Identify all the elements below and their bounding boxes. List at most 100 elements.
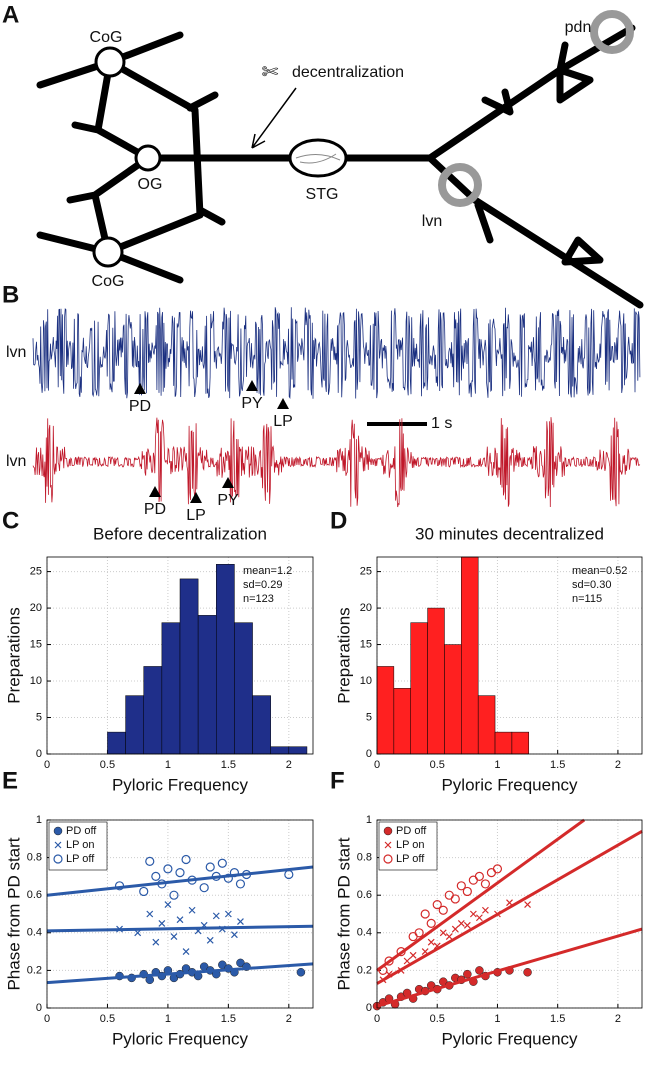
y-axis-label: Preparations [4, 607, 23, 703]
y-tick-label: 0.4 [27, 927, 42, 939]
legend-marker [53, 854, 63, 864]
burst-label: PY [241, 395, 263, 412]
point [480, 879, 491, 889]
point [492, 864, 503, 874]
legend-label: LP on [396, 839, 425, 851]
panel-label: C [2, 507, 19, 534]
panel-label: E [2, 767, 18, 794]
chart-title: 30 minutes decentralized [415, 524, 604, 543]
x-tick-label: 0 [374, 759, 380, 771]
burst-marker [277, 398, 289, 409]
point [206, 936, 214, 944]
point [182, 948, 190, 956]
point [199, 883, 209, 893]
point [524, 901, 531, 909]
point [176, 916, 184, 924]
cut-label: decentralization [292, 64, 404, 81]
y-tick-label: 0 [36, 1002, 42, 1014]
legend-label: LP on [66, 839, 95, 851]
bar [410, 622, 428, 755]
point [384, 956, 394, 966]
point [181, 854, 191, 865]
x-tick-label: 0 [44, 759, 50, 771]
y-tick-label: 25 [360, 565, 372, 577]
point [426, 918, 436, 929]
point [463, 969, 472, 979]
point [205, 862, 215, 872]
point [456, 881, 466, 891]
y-axis-label: Preparations [334, 607, 353, 703]
burst-label: PD [129, 398, 151, 415]
point [451, 925, 459, 933]
chart-title: Before decentralization [93, 524, 267, 543]
annotation: sd=0.30 [572, 579, 611, 591]
y-tick-label: 0.8 [27, 852, 42, 864]
burst-marker [222, 477, 234, 488]
bar [125, 695, 144, 755]
burst-marker [190, 492, 202, 503]
y-tick-label: 10 [360, 675, 372, 687]
point [403, 957, 411, 965]
y-tick-label: 0.6 [27, 889, 42, 901]
point [481, 906, 489, 914]
point [432, 899, 442, 910]
burst-marker [246, 380, 258, 391]
panel-label: A [2, 1, 19, 28]
legend-label: LP off [396, 853, 425, 865]
legend-marker [384, 841, 392, 849]
legend-marker [54, 841, 62, 849]
point [475, 966, 484, 975]
nerve-label: lvn [422, 213, 442, 230]
x-tick-label: 0.5 [100, 759, 115, 771]
point [170, 933, 178, 940]
point [463, 921, 471, 929]
burst-label: LP [186, 507, 206, 524]
point [146, 910, 154, 918]
x-tick-label: 1 [494, 759, 500, 771]
burst-marker [149, 486, 161, 497]
y-tick-label: 5 [36, 711, 42, 723]
y-tick-label: 15 [360, 638, 372, 650]
point [145, 856, 155, 866]
point [230, 931, 238, 939]
x-tick-label: 1 [165, 1013, 171, 1025]
ganglion-label: STG [306, 186, 339, 203]
bar [179, 578, 199, 755]
fit-line [376, 818, 586, 972]
panel-label: B [2, 281, 19, 308]
bar [393, 688, 411, 755]
point [414, 928, 424, 938]
x-tick-label: 0 [374, 1013, 380, 1025]
legend-marker [383, 854, 393, 864]
point [139, 886, 149, 897]
y-tick-label: 1 [366, 814, 372, 826]
ganglion-label: OG [138, 176, 163, 193]
x-axis-label: Pyloric Frequency [112, 775, 249, 794]
annotation: n=123 [243, 593, 274, 605]
legend-label: PD off [66, 825, 97, 837]
nerve-label: pdn [565, 19, 592, 36]
point [217, 858, 227, 868]
x-tick-label: 1.5 [550, 1013, 565, 1025]
y-axis-label: Phase from PD start [4, 837, 23, 990]
bar [427, 607, 445, 755]
burst-marker [134, 383, 146, 394]
cut-arrow [251, 87, 297, 149]
pdn-electrode [590, 10, 634, 54]
bar [376, 666, 395, 755]
bar [461, 556, 479, 755]
point [164, 901, 172, 909]
plot-frame [46, 819, 314, 1009]
plot-frame [376, 819, 643, 1009]
panel-label: D [330, 507, 347, 534]
ganglion [134, 144, 162, 172]
annotation: n=115 [572, 593, 602, 605]
annotation: sd=0.29 [243, 579, 282, 591]
plot-frame [376, 556, 643, 755]
y-tick-label: 0 [366, 1002, 372, 1014]
x-tick-label: 0.5 [100, 1013, 115, 1025]
panel-label: F [330, 767, 345, 794]
point [475, 914, 483, 922]
x-tick-label: 2 [615, 759, 621, 771]
point [188, 906, 196, 914]
